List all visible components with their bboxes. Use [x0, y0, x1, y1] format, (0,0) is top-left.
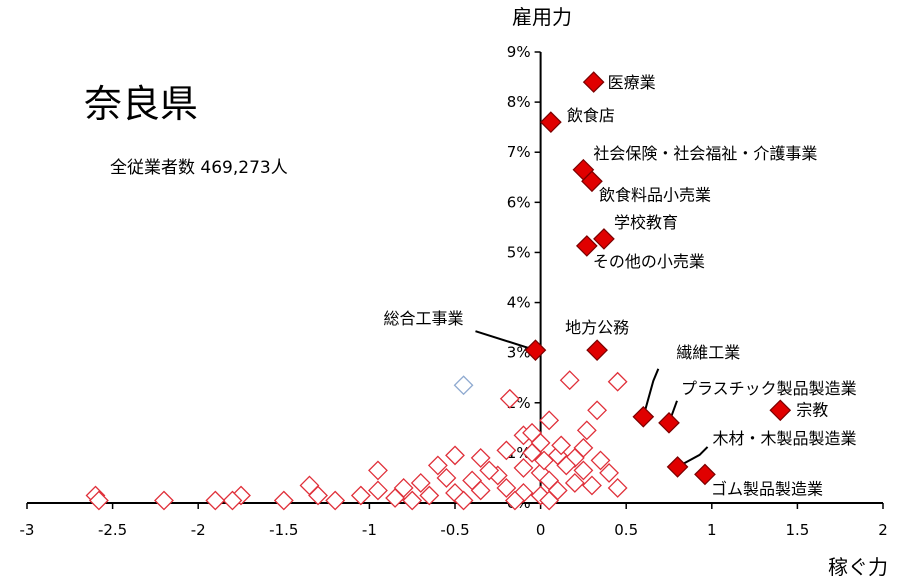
leader-line — [642, 368, 660, 418]
y-tick-label: 5% — [507, 243, 531, 261]
other-point — [573, 460, 594, 481]
other-point — [445, 445, 465, 466]
other-point — [599, 463, 619, 483]
x-tick-label: 1 — [707, 521, 717, 539]
y-tick-label: 4% — [507, 294, 531, 312]
other-point — [470, 480, 491, 501]
point-label: 飲食料品小売業 — [599, 185, 711, 204]
other-point — [559, 370, 580, 391]
other-point — [325, 490, 346, 511]
other-point — [427, 455, 448, 476]
highlighted-point — [586, 339, 608, 362]
highlighted-point — [769, 399, 792, 422]
other-point — [273, 490, 294, 511]
highlighted-point — [632, 405, 655, 428]
other-point — [587, 400, 608, 421]
other-point — [410, 473, 431, 493]
other-point — [534, 450, 554, 471]
highlighted-point — [666, 456, 689, 478]
y-tick-label: 9% — [507, 43, 531, 61]
other-point — [522, 442, 542, 463]
other-point — [350, 485, 371, 506]
other-point — [453, 375, 474, 396]
x-tick-label: 1.5 — [785, 521, 809, 539]
other-point — [539, 490, 560, 511]
other-point — [551, 435, 572, 456]
other-point — [607, 478, 628, 498]
other-point — [222, 490, 243, 511]
point-label: その他の小売業 — [593, 252, 705, 271]
other-point — [368, 480, 388, 501]
other-point — [368, 460, 388, 481]
other-point — [513, 458, 534, 478]
x-tick-label: -3 — [20, 521, 35, 539]
highlighted-point — [581, 170, 603, 193]
other-point — [479, 460, 500, 481]
other-point — [607, 371, 628, 392]
other-point — [436, 468, 457, 488]
point-label: ゴム製品製造業 — [711, 479, 823, 498]
other-point — [205, 490, 226, 511]
highlighted-point — [582, 71, 605, 93]
leader-line — [475, 330, 536, 352]
x-tick-label: -1.5 — [269, 521, 298, 539]
other-point — [470, 447, 491, 468]
x-axis-label: 稼ぐ力 — [828, 555, 888, 579]
other-point — [505, 490, 525, 511]
point-labels: 医療業飲食店社会保険・社会福祉・介護事業飲食料品小売業学校教育その他の小売業総合… — [383, 73, 856, 498]
point-label: 社会保険・社会福祉・介護事業 — [593, 144, 817, 163]
point-label: 宗教 — [796, 400, 828, 419]
other-point — [496, 440, 517, 461]
point-label: 繊維工業 — [676, 343, 740, 362]
highlighted-industries — [524, 71, 792, 486]
other-point — [88, 490, 109, 511]
y-tick-label: 7% — [507, 143, 531, 161]
x-tick-label: 0.5 — [614, 521, 638, 539]
x-tick-label: -2 — [191, 521, 206, 539]
other-point — [419, 485, 440, 506]
other-point — [402, 490, 423, 511]
other-point — [590, 450, 611, 471]
highlighted-point — [524, 339, 547, 362]
y-tick-label: 6% — [507, 193, 531, 211]
x-tick-label: -2.5 — [98, 521, 127, 539]
point-label: 総合工事業 — [383, 309, 463, 328]
y-tick-label: 8% — [507, 93, 531, 111]
y-tick-label: 3% — [507, 344, 531, 362]
other-point — [582, 475, 602, 496]
point-label: 地方公務 — [565, 318, 629, 337]
point-label: 飲食店 — [567, 106, 615, 125]
point-label: 学校教育 — [614, 213, 678, 232]
other-point — [154, 490, 174, 511]
other-point — [496, 478, 517, 498]
other-point — [539, 410, 560, 431]
highlighted-point — [694, 463, 716, 486]
chart-title: 奈良県 — [84, 82, 198, 126]
point-label: 木材・木製品製造業 — [713, 429, 857, 448]
x-tick-label: 2 — [878, 521, 888, 539]
x-tick-label: -0.5 — [440, 521, 469, 539]
highlighted-point — [593, 228, 615, 250]
highlighted-point — [575, 235, 598, 257]
highlighted-point — [540, 111, 562, 134]
point-label: 医療業 — [608, 73, 656, 92]
point-label: プラスチック製品製造業 — [681, 379, 857, 398]
highlighted-point — [658, 411, 680, 434]
other-point — [299, 475, 320, 496]
other-point — [556, 455, 577, 476]
x-tick-label: 0 — [536, 521, 546, 539]
other-point — [499, 388, 520, 409]
other-point — [573, 437, 594, 458]
other-point — [453, 490, 474, 511]
other-point — [564, 473, 585, 493]
leader-line — [677, 446, 709, 468]
x-tick-label: -1 — [362, 521, 377, 539]
other-point — [522, 422, 542, 443]
other-point — [576, 420, 597, 441]
other-point — [385, 488, 405, 508]
y-axis-label: 雇用力 — [512, 5, 572, 29]
chart-subtitle: 全従業者数 469,273人 — [110, 158, 288, 178]
other-industries — [85, 370, 628, 511]
